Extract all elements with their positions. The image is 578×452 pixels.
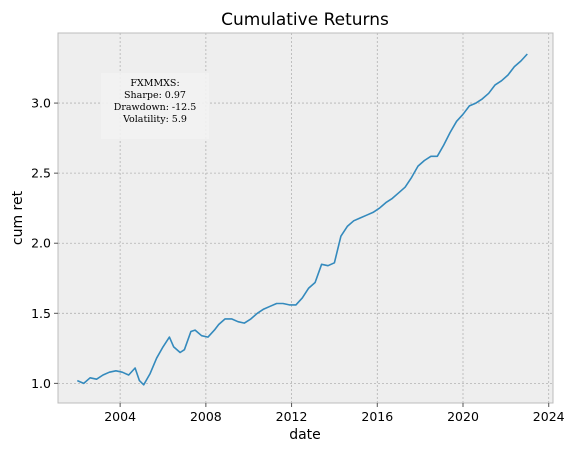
y-tick-label: 1.5 (31, 306, 51, 321)
stats-annotation: FXMMXS: Sharpe: 0.97 Drawdown: -12.5 Vol… (101, 73, 209, 139)
x-tick-label: 2016 (361, 409, 393, 424)
plot-frame (57, 32, 554, 404)
stats-annotation-box (101, 73, 209, 139)
x-tick-label: 2012 (276, 409, 308, 424)
y-tick-label: 2.0 (31, 236, 51, 251)
x-axis-label: date (289, 427, 321, 443)
x-tick-label: 2008 (190, 409, 222, 424)
y-tick-label: 1.0 (31, 376, 51, 391)
stats-line-name: FXMMXS: (130, 78, 179, 89)
grid-lines (58, 33, 553, 403)
axis-ticks: 2004 2008 2012 2016 2020 2024 1.0 1.5 2.0 2.5 3.0 (31, 96, 565, 424)
x-tick-label: 2024 (533, 409, 565, 424)
series-layer (76, 53, 528, 386)
x-tick-label: 2004 (104, 409, 136, 424)
y-tick-label: 2.5 (31, 166, 51, 181)
stats-line-drawdown: Drawdown: -12.5 (114, 102, 197, 113)
series-line (76, 53, 528, 386)
x-tick-label: 2020 (447, 409, 479, 424)
stats-line-volatility: Volatility: 5.9 (122, 114, 187, 125)
chart-title: Cumulative Returns (221, 10, 389, 30)
y-axis-label: cum ret (10, 190, 26, 245)
stats-line-sharpe: Sharpe: 0.97 (124, 90, 186, 101)
y-tick-label: 3.0 (31, 96, 51, 111)
